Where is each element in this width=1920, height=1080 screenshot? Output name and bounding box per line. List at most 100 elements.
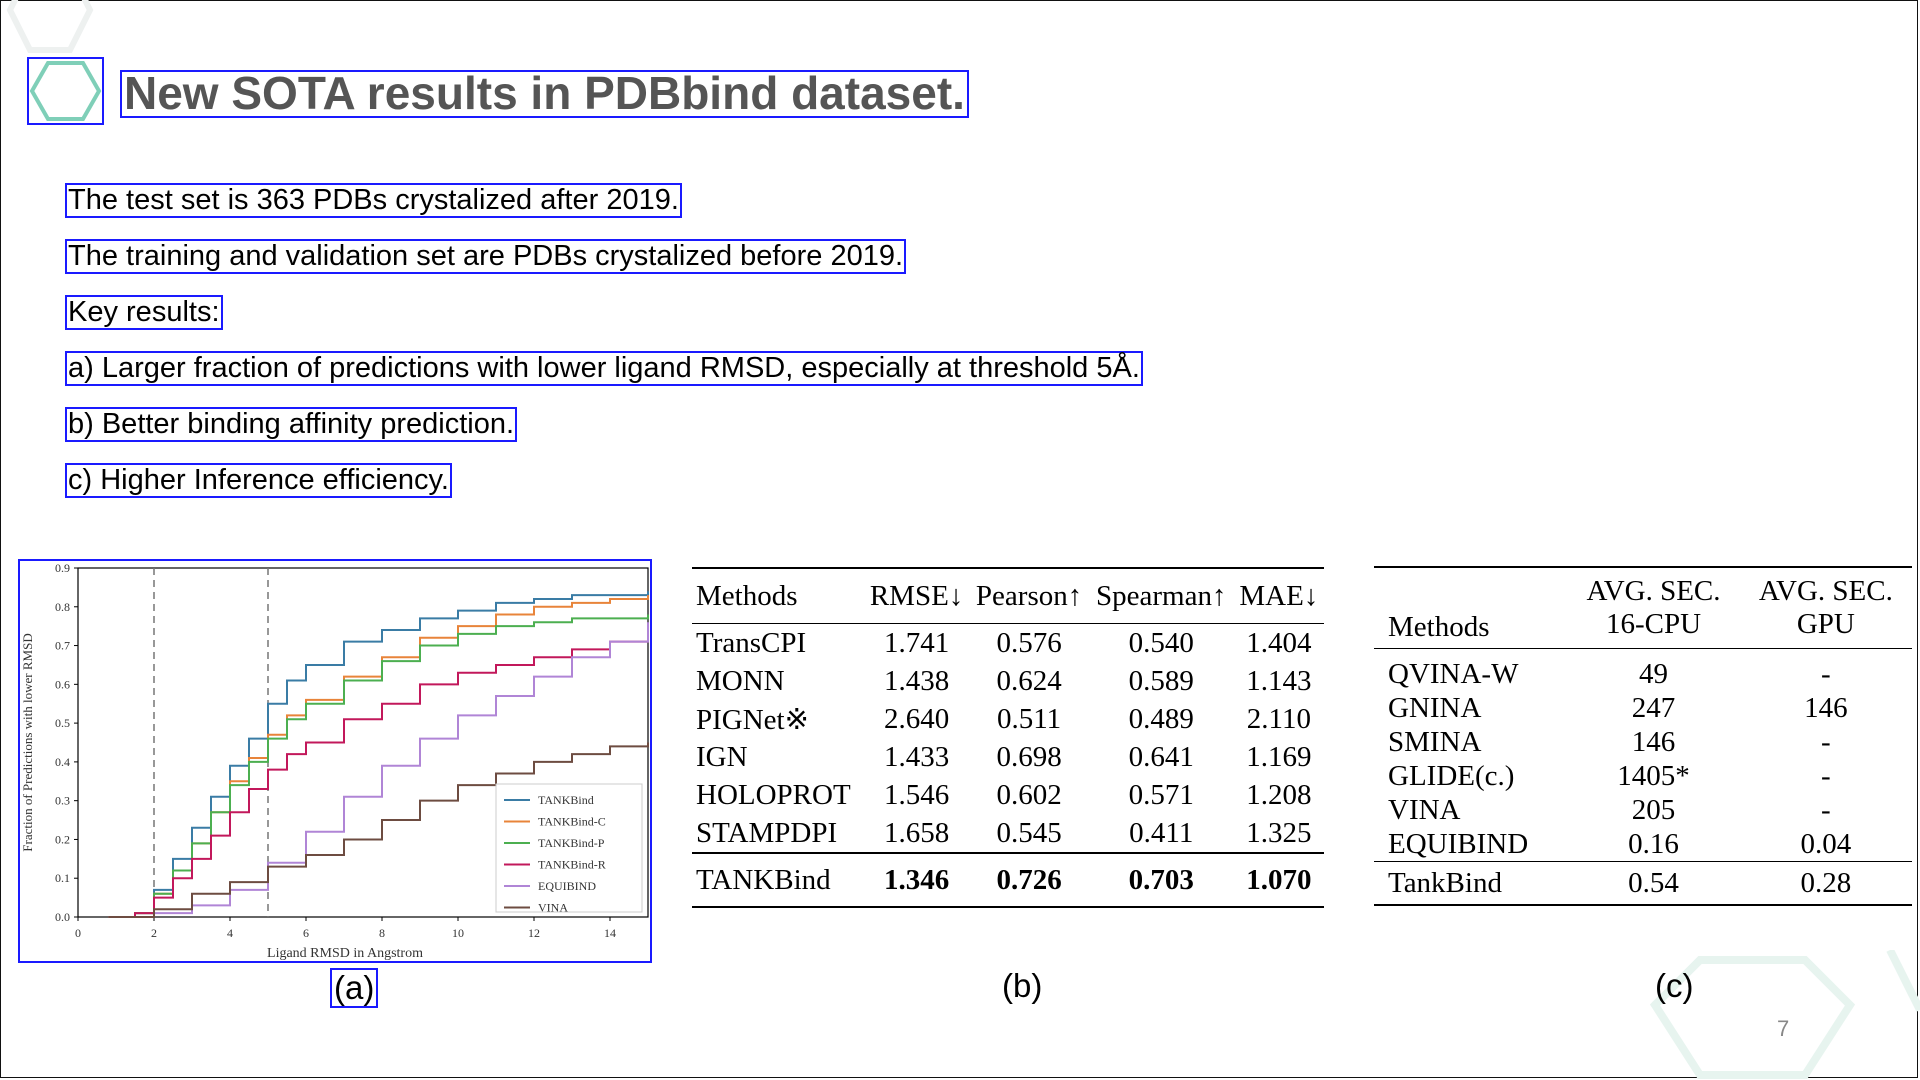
table-cell: QVINA-W [1388, 657, 1519, 690]
table-cell: STAMPDPI [696, 816, 838, 849]
y-tick-label: 0.0 [55, 910, 70, 924]
table-cell: 1.070 [1246, 863, 1312, 896]
table-cell: 1.169 [1246, 740, 1312, 773]
y-tick-label: 0.8 [55, 600, 70, 614]
table-cell: 0.16 [1628, 827, 1679, 860]
y-tick-label: 0.2 [55, 832, 70, 846]
table-cell: GLIDE(c.) [1388, 759, 1515, 792]
column-header: Spearman↑ [1096, 579, 1227, 612]
table-cell: 1.546 [883, 778, 950, 811]
header-line: AVG. SEC. [1758, 575, 1893, 607]
legend-entry: EQUIBIND [538, 879, 596, 893]
table-cell: 0.04 [1800, 827, 1852, 860]
table-cell: 1.433 [883, 740, 950, 773]
table-row: GLIDE(c.) 1405* - [1374, 759, 1912, 793]
y-tick-label: 0.9 [55, 561, 70, 575]
table-cell: IGN [696, 740, 748, 773]
table-row: MONN 1.438 0.624 0.589 1.143 [692, 662, 1324, 700]
y-tick-label: 0.7 [55, 639, 70, 653]
table-header-row: Methods AVG. SEC. 16-CPU AVG. SEC. GPU [1374, 567, 1912, 649]
rmsd-line-chart: 0 2 4 6 8 10 12 14 0.0 0.1 0.2 0.3 0.4 0.5 0.6 0.7 0.8 0.… [20, 561, 649, 961]
table-cell: 0.641 [1128, 740, 1194, 773]
series-line-tankbind [108, 591, 649, 918]
caption-b: (b) [1002, 967, 1043, 1004]
table-cell: 1.438 [883, 664, 950, 697]
table-cell: 0.489 [1128, 702, 1194, 735]
table-cell: PIGNet※ [696, 703, 809, 736]
table-cell: 0.545 [996, 816, 1062, 849]
table-cell: 1.325 [1246, 816, 1312, 849]
table-cell: 1.404 [1246, 626, 1312, 659]
table-cell: 0.703 [1128, 863, 1194, 896]
table-cell: 205 [1631, 793, 1676, 826]
table-cell: EQUIBIND [1388, 827, 1529, 860]
table-cell: 146 [1804, 691, 1848, 724]
table-cell: 0.576 [996, 626, 1062, 659]
table-cell: SMINA [1388, 725, 1482, 758]
header-line: AVG. SEC. [1586, 575, 1721, 607]
bullet-text: The training and validation set are PDBs… [65, 239, 907, 274]
table-cell: 49 [1639, 657, 1669, 690]
table-cell: 0.540 [1128, 626, 1194, 659]
table-cell: HOLOPROT [696, 778, 851, 811]
table-row: STAMPDPI 1.658 0.545 0.411 1.325 [692, 814, 1324, 853]
legend-entry: TANKBind-R [538, 858, 606, 872]
legend-entry: TANKBind-C [538, 815, 606, 829]
table-row: HOLOPROT 1.546 0.602 0.571 1.208 [692, 776, 1324, 814]
table-cell: - [1821, 793, 1831, 826]
legend-entry: TANKBind-P [538, 836, 605, 850]
table-cell: VINA [1388, 793, 1461, 826]
table-row: TransCPI 1.741 0.576 0.540 1.404 [692, 624, 1324, 663]
table-row-best: TANKBind 1.346 0.726 0.703 1.070 [692, 853, 1324, 907]
slide-title: New SOTA results in PDBbind dataset. [120, 70, 969, 118]
table-cell: 146 [1631, 725, 1676, 758]
bottom-hexagon-decoration-icon [1649, 950, 1920, 1079]
x-tick-label: 12 [528, 926, 540, 940]
column-header: AVG. SEC. GPU [1740, 567, 1912, 649]
table-cell: - [1821, 657, 1831, 690]
table-cell: 0.602 [996, 778, 1062, 811]
legend-box [495, 783, 643, 913]
table-cell: MONN [696, 664, 785, 697]
table-cell: 0.726 [996, 863, 1062, 896]
table-cell: 1.658 [883, 816, 950, 849]
series-line-tankbind-p [108, 614, 649, 918]
column-header: Pearson↑ [975, 579, 1083, 612]
y-axis-label: Fraction of Predictions with lower RMSD [20, 633, 35, 851]
table-row: PIGNet※ 2.640 0.511 0.489 2.110 [692, 700, 1324, 738]
column-header: Methods [696, 579, 798, 612]
table-header-row: Methods RMSE↓ Pearson↑ Spearman↑ MAE↓ [692, 568, 1324, 624]
x-tick-label: 14 [604, 926, 616, 940]
bullet-text: Key results: [65, 295, 223, 330]
table-cell: 0.589 [1128, 664, 1194, 697]
series-line-vina [108, 742, 649, 918]
x-tick-label: 10 [452, 926, 464, 940]
caption-a: (a) [330, 968, 379, 1008]
affinity-results-table: Methods RMSE↓ Pearson↑ Spearman↑ MAE↓ Tr… [692, 567, 1324, 908]
table-cell: 0.28 [1800, 866, 1852, 899]
table-cell: 1.346 [883, 863, 950, 896]
bullet-text: c) Higher Inference efficiency. [65, 463, 452, 498]
table-row: EQUIBIND 0.16 0.04 [1374, 827, 1912, 862]
y-tick-label: 0.3 [55, 794, 70, 808]
column-header: RMSE↓ [869, 579, 964, 612]
table-cell: TransCPI [696, 626, 807, 659]
table-cell: - [1821, 725, 1831, 758]
title-hexagon-icon [27, 57, 104, 125]
table-cell: 1.143 [1246, 664, 1312, 697]
table-cell: 0.411 [1129, 816, 1194, 849]
table-cell: 2.110 [1246, 702, 1311, 735]
table-row-last: TankBind 0.54 0.28 [1374, 861, 1912, 905]
table-cell: 1.208 [1246, 778, 1312, 811]
x-tick-label: 4 [227, 926, 233, 940]
table-cell: 0.624 [996, 664, 1062, 697]
table-cell: TANKBind [696, 863, 831, 896]
y-tick-label: 0.4 [55, 755, 70, 769]
x-tick-label: 2 [151, 926, 157, 940]
table-row: QVINA-W 49 - [1374, 649, 1912, 692]
x-tick-label: 0 [75, 926, 81, 940]
x-tick-label: 8 [379, 926, 385, 940]
caption-c: (c) [1655, 967, 1694, 1004]
corner-hexagon-decoration-icon [6, 0, 94, 53]
page-number: 7 [1777, 1016, 1790, 1041]
